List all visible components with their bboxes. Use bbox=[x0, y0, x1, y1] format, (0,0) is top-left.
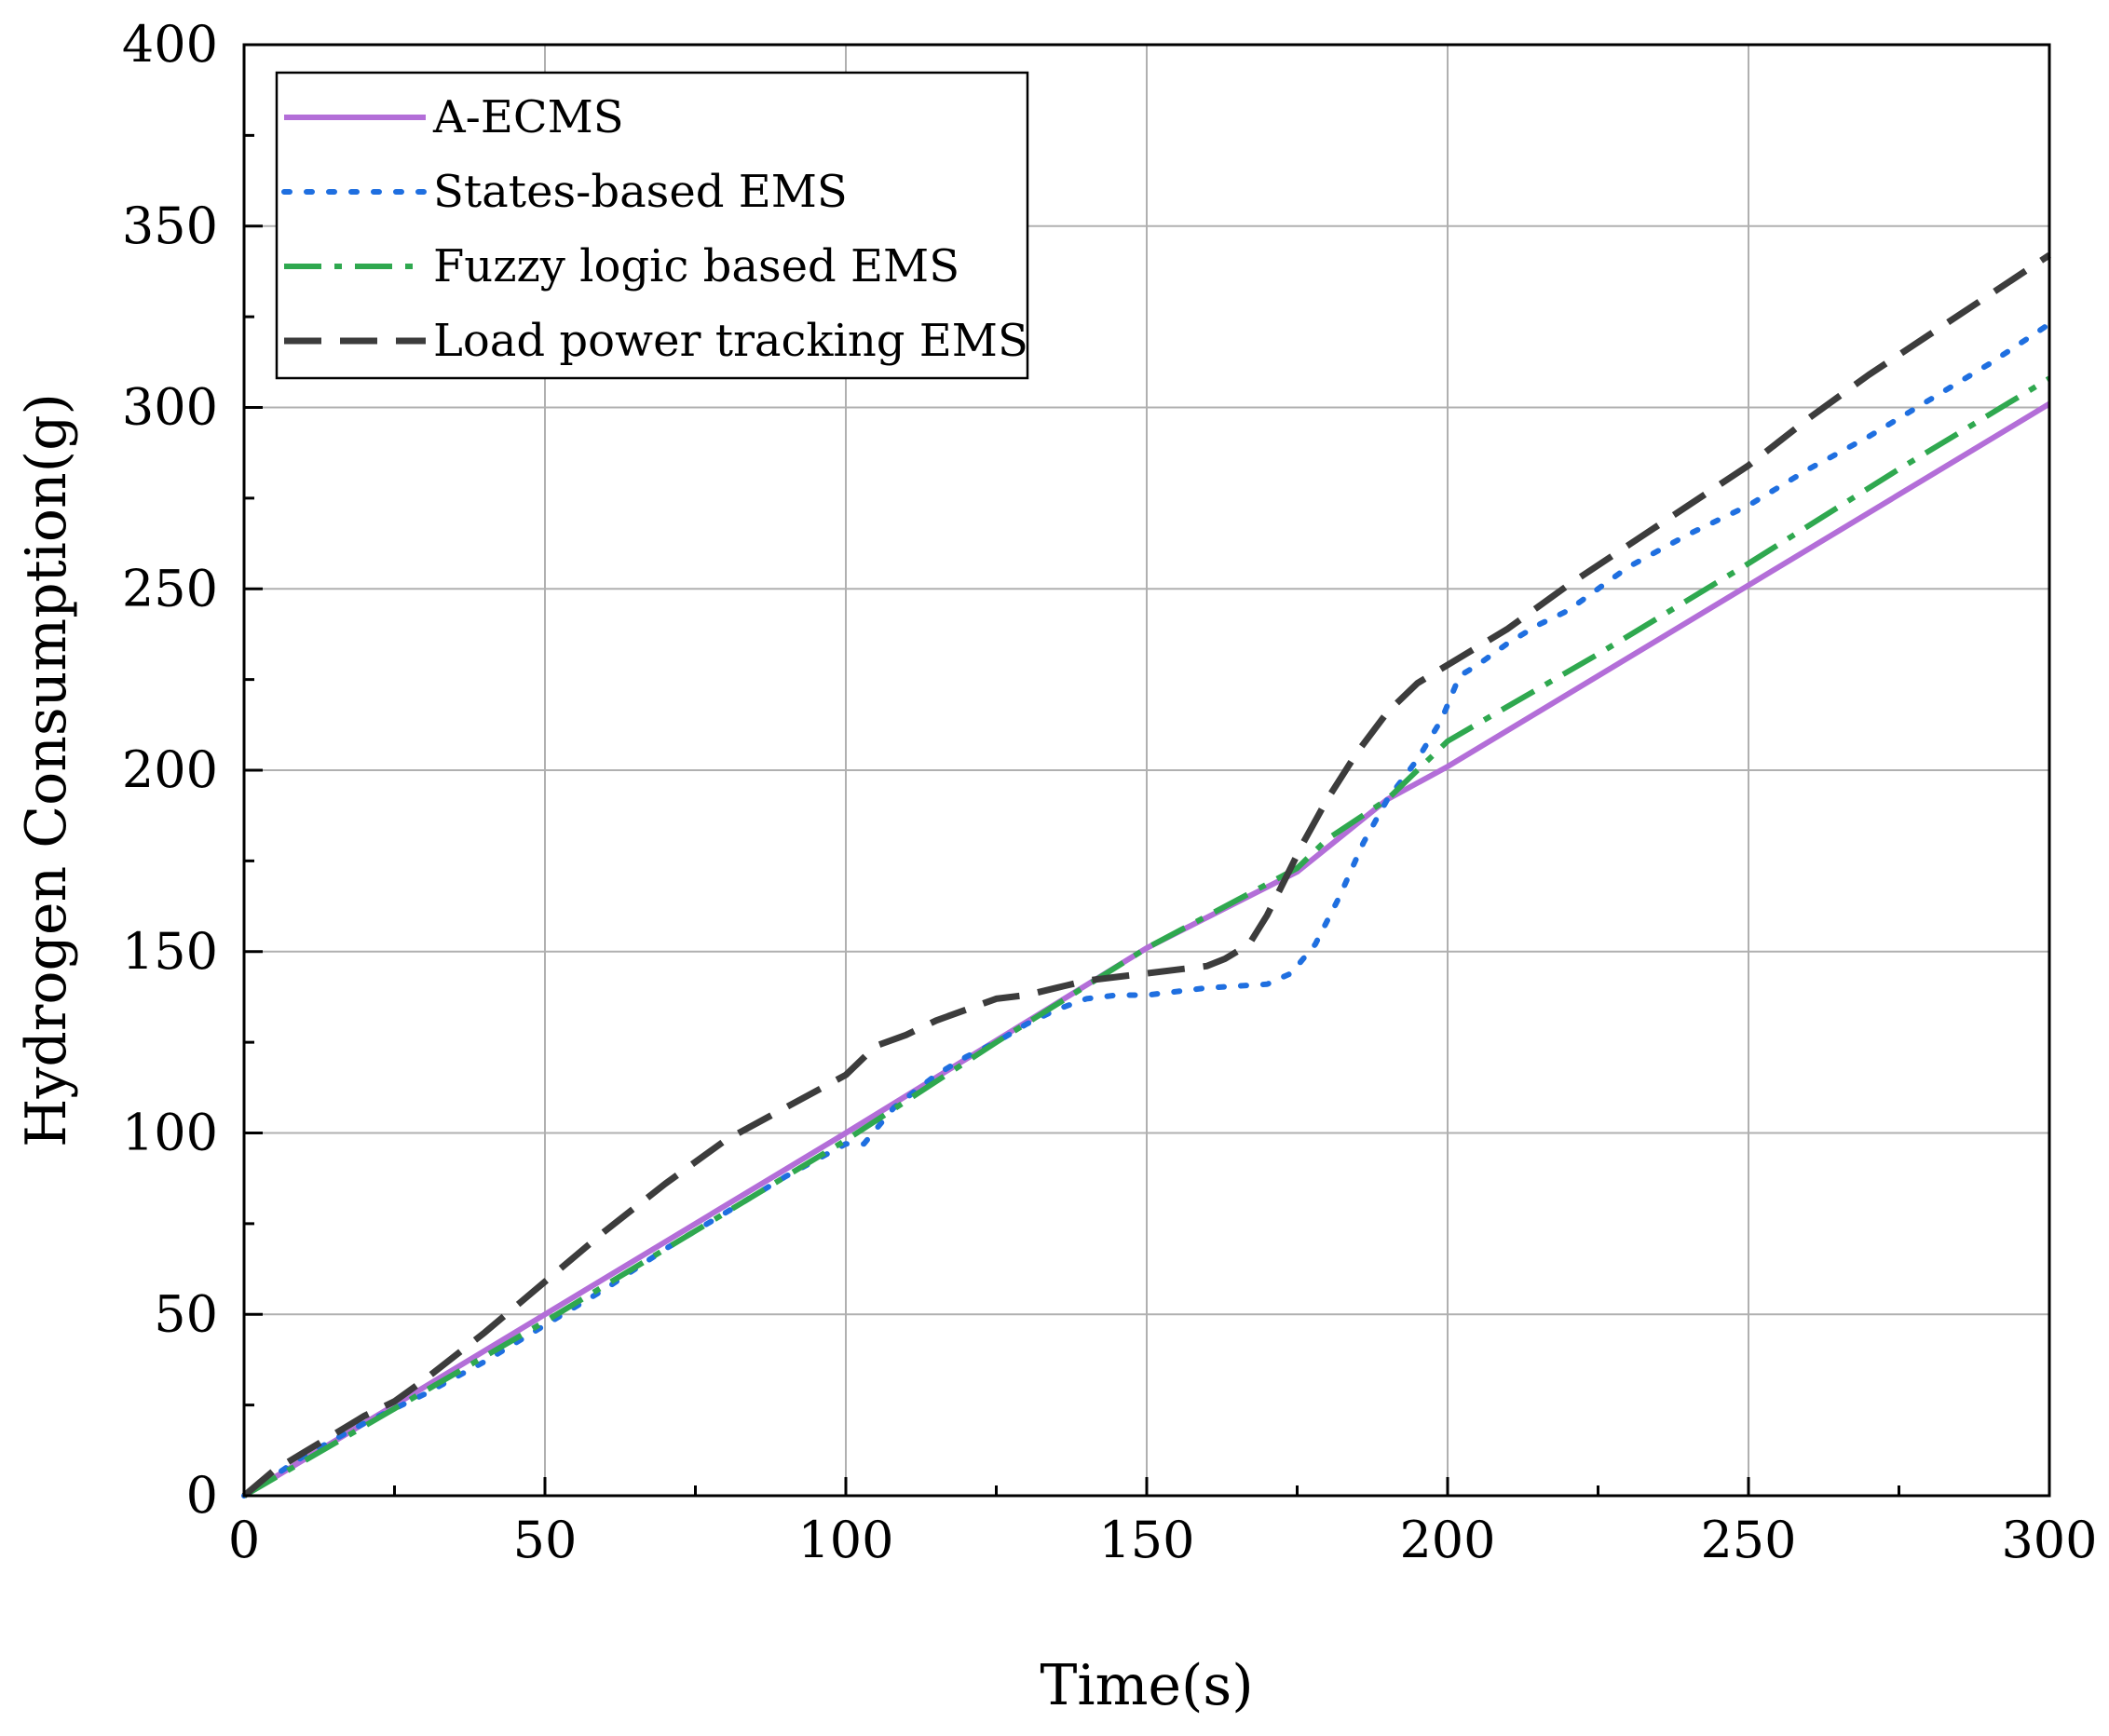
series-line-4 bbox=[241, 251, 2051, 1499]
y-tick-label: 150 bbox=[122, 922, 218, 981]
x-tick-label: 250 bbox=[1700, 1511, 1796, 1569]
y-tick-label: 0 bbox=[186, 1466, 218, 1525]
legend: A-ECMS States-based EMS Fuzzy logic based … bbox=[275, 71, 1029, 380]
y-tick-label: 400 bbox=[122, 15, 218, 74]
series-lines bbox=[241, 251, 2052, 1499]
x-tick-label: 300 bbox=[2001, 1511, 2097, 1569]
legend-label-2: States-based EMS bbox=[433, 166, 848, 218]
x-tick-label: 150 bbox=[1098, 1511, 1194, 1569]
legend-box bbox=[275, 71, 1029, 380]
legend-label-3: Fuzzy logic based EMS bbox=[433, 240, 959, 292]
series-line-1 bbox=[242, 401, 2051, 1499]
x-axis-title: Time(s) bbox=[1040, 1653, 1253, 1718]
x-tick-label: 100 bbox=[797, 1511, 893, 1569]
y-axis-title: Hydrogen Consumption(g) bbox=[14, 393, 79, 1147]
ticks: 0 50 100 150 200 250 300 0 50 100 150 200 250 300 350 4… bbox=[122, 15, 2098, 1569]
x-tick-label: 50 bbox=[513, 1511, 578, 1569]
legend-label-4: Load power tracking EMS bbox=[433, 315, 1028, 367]
series-line-3 bbox=[242, 375, 2051, 1499]
y-tick-label: 300 bbox=[122, 378, 218, 437]
x-tick-label: 200 bbox=[1399, 1511, 1495, 1569]
y-tick-label: 200 bbox=[122, 740, 218, 799]
y-tick-label: 100 bbox=[122, 1104, 218, 1162]
y-tick-label: 250 bbox=[122, 559, 218, 617]
y-tick-label: 50 bbox=[154, 1284, 218, 1343]
x-tick-label: 0 bbox=[228, 1511, 260, 1569]
legend-label-1: A-ECMS bbox=[432, 91, 624, 143]
y-tick-label: 350 bbox=[122, 197, 218, 255]
